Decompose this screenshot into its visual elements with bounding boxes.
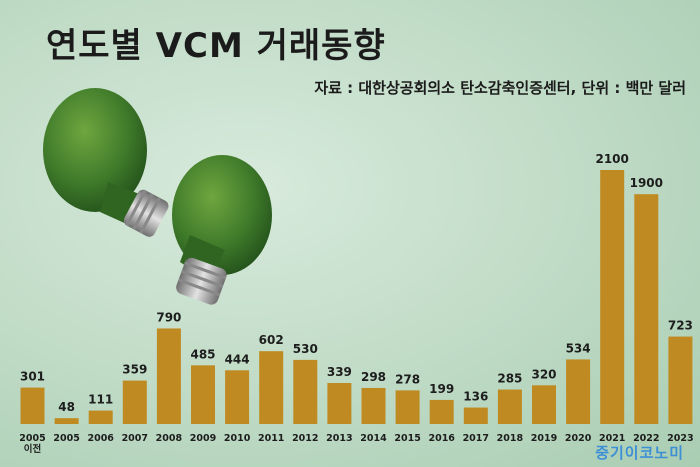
category-label: 2008 — [156, 433, 183, 444]
category-label: 2023 — [667, 433, 693, 444]
category-label: 2014 — [360, 433, 387, 444]
category-label: 2015 — [394, 433, 420, 444]
category-labels: 2005 이전 2005 2006 2007 2008 2009 2010 2011 2012 20… — [19, 433, 693, 455]
bar — [293, 359, 318, 424]
category-label: 2018 — [497, 433, 524, 444]
bar-value-label: 285 — [497, 372, 522, 386]
bar-value-label: 534 — [566, 341, 591, 355]
category-label: 2010 — [224, 433, 251, 444]
category-label: 2007 — [122, 433, 148, 444]
bar-value-label: 48 — [58, 400, 75, 414]
bar-value-label: 301 — [20, 370, 45, 384]
category-label: 2017 — [463, 433, 489, 444]
bar — [20, 387, 45, 424]
bar — [54, 418, 79, 424]
light-bulb-icon — [43, 88, 169, 237]
category-label: 2005 이전 — [19, 433, 45, 455]
bar — [259, 351, 284, 424]
category-label: 2011 — [258, 433, 284, 444]
category-label: 2009 — [190, 433, 216, 444]
category-label: 2005 — [53, 433, 79, 444]
bar-value-label: 1900 — [630, 176, 663, 190]
bar — [361, 387, 386, 424]
bar — [156, 328, 181, 424]
chart-title: 연도별 VCM 거래동향 — [46, 26, 386, 66]
bar-value-label: 298 — [361, 370, 386, 384]
light-bulb-icon — [172, 155, 272, 305]
bar-value-label: 320 — [531, 367, 556, 381]
bar-value-label: 339 — [327, 365, 352, 379]
bar-value-label: 530 — [293, 342, 318, 356]
bar — [88, 410, 113, 424]
category-label: 2012 — [292, 433, 318, 444]
bar — [668, 336, 693, 424]
bar — [600, 170, 625, 424]
bar — [566, 359, 591, 424]
bar-value-label: 199 — [429, 382, 454, 396]
bar — [395, 390, 420, 424]
bar-value-label: 359 — [122, 363, 147, 377]
bar — [225, 370, 250, 424]
source-note: 자료 : 대한상공회의소 탄소감축인증센터, 단위 : 백만 달러 — [314, 79, 686, 97]
bar-value-label: 2100 — [595, 152, 628, 166]
bar-series — [20, 170, 693, 424]
bar-value-label: 602 — [259, 333, 284, 347]
bar-value-label: 136 — [463, 390, 488, 404]
category-label: 2019 — [531, 433, 557, 444]
category-label: 2020 — [565, 433, 592, 444]
publisher-watermark: 중기이코노미 — [595, 444, 684, 462]
bar-value-label: 485 — [190, 347, 215, 361]
bar — [429, 399, 454, 424]
bar-value-label: 790 — [156, 310, 181, 324]
bar — [634, 194, 659, 424]
bar — [532, 385, 556, 424]
bar — [327, 382, 352, 424]
bar-value-label: 111 — [88, 393, 113, 407]
category-label: 2006 — [87, 433, 114, 444]
bar-value-label: 723 — [668, 319, 693, 333]
bar — [191, 365, 215, 424]
category-label: 2016 — [428, 433, 455, 444]
value-labels: 301 48 111 359 790 485 444 602 530 339 298 278 199 13… — [20, 152, 693, 414]
bar-value-label: 444 — [225, 352, 250, 366]
bar — [122, 380, 147, 424]
category-label: 2022 — [633, 433, 659, 444]
bar — [497, 389, 522, 424]
bar-value-label: 278 — [395, 372, 420, 386]
category-label: 2021 — [599, 433, 625, 444]
bar — [463, 407, 488, 424]
category-label: 2013 — [326, 433, 352, 444]
